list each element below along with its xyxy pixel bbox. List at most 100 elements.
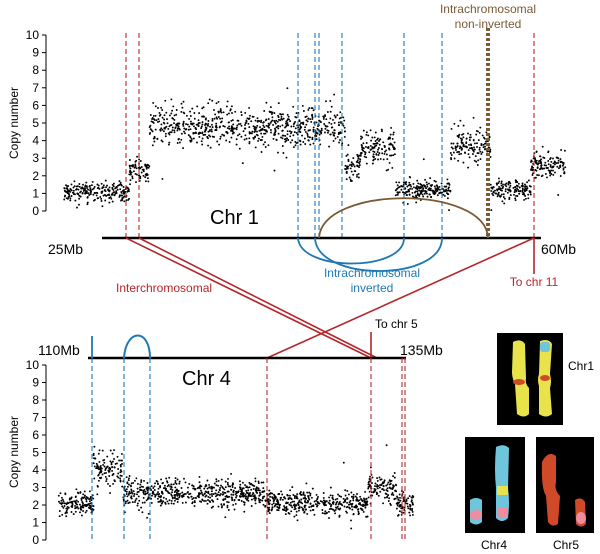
- chr1-data-point: [66, 187, 68, 190]
- chr1-data-point: [352, 157, 355, 160]
- chr1-data-point: [219, 110, 222, 113]
- chr4-data-point: [355, 505, 358, 508]
- chr4-data-point: [398, 501, 401, 504]
- chr1-data-point: [526, 187, 529, 190]
- chr1-data-point: [535, 151, 538, 153]
- chr1-data-point: [235, 138, 238, 141]
- chr1-data-point: [477, 152, 480, 155]
- chr4-data-point: [128, 475, 131, 477]
- chr1-data-point: [267, 118, 270, 120]
- chr1-data-point: [385, 169, 388, 172]
- chr4-data-point: [70, 501, 72, 504]
- chr1-ylabel: Copy number: [7, 87, 21, 159]
- chr1-data-point: [230, 127, 233, 130]
- chr1-data-point: [130, 164, 133, 167]
- chr1-data-point: [210, 128, 213, 131]
- chr1-data-point: [215, 102, 218, 105]
- chr1-data-point: [488, 151, 491, 153]
- chr4-data-point: [239, 488, 242, 491]
- chr1-data-point: [311, 136, 314, 139]
- chr4-data-point: [190, 495, 193, 498]
- chr4-data-point: [168, 476, 171, 479]
- chr4-data-point: [389, 504, 392, 506]
- chr1-data-point: [242, 130, 245, 133]
- chr1-data-point: [280, 136, 282, 139]
- chr4-data-point: [108, 475, 111, 477]
- chr1-data-points: [63, 87, 567, 212]
- chr4-data-point: [65, 507, 68, 510]
- chr1-data-point: [67, 197, 69, 200]
- chr1-data-point: [100, 200, 103, 202]
- chr1-data-point: [553, 163, 556, 166]
- chr4-data-point: [374, 489, 377, 492]
- chr1-data-point: [362, 142, 365, 145]
- chr1-data-point: [146, 163, 149, 166]
- chr1-data-point: [244, 127, 247, 130]
- chr4-data-point: [116, 455, 119, 458]
- chr1-data-point: [298, 139, 301, 142]
- chr4-data-point: [409, 514, 412, 517]
- chr4-data-point: [329, 486, 332, 489]
- chr4-data-point: [179, 492, 182, 495]
- chr1-data-point: [166, 122, 169, 125]
- chr1-data-point: [183, 127, 186, 130]
- chr1-data-point: [452, 151, 455, 154]
- chr4-data-point: [79, 491, 82, 494]
- chr1-data-point: [290, 130, 293, 133]
- chr1-data-point: [518, 192, 521, 195]
- chr1-data-point: [82, 189, 85, 192]
- chr4-data-point: [106, 455, 109, 458]
- chr1-data-point: [486, 150, 489, 153]
- chr1-data-point: [281, 137, 284, 140]
- chr1-data-point: [349, 178, 352, 181]
- chr4-data-point: [203, 487, 206, 490]
- chr1-data-point: [230, 136, 233, 139]
- chr1-data-point: [138, 158, 141, 161]
- chr1-data-point: [322, 117, 325, 120]
- chr1-data-point: [460, 152, 463, 155]
- chr4-data-point: [85, 509, 88, 512]
- chr4-data-point: [235, 494, 238, 497]
- chr4-data-point: [80, 499, 83, 501]
- chr4-data-point: [402, 498, 405, 501]
- chr4-data-point: [61, 505, 64, 508]
- chr1-data-point: [112, 182, 115, 185]
- chr1-data-point: [243, 138, 246, 141]
- chr4-data-point: [173, 499, 176, 502]
- chr1-data-point: [104, 190, 107, 193]
- chr4-data-point: [309, 494, 312, 497]
- chr4-data-point: [160, 495, 162, 498]
- chr1-data-point: [281, 118, 284, 121]
- chr1-data-point: [359, 158, 362, 161]
- chr1-data-point: [248, 126, 251, 129]
- chr4-data-point: [219, 486, 222, 489]
- chr4-data-point: [307, 497, 310, 499]
- chr1-data-point: [298, 128, 301, 131]
- chr1-data-point: [432, 189, 435, 192]
- chr1-data-point: [563, 172, 566, 175]
- chr4-end-label: 135Mb: [400, 342, 443, 358]
- chr1-data-point: [540, 162, 543, 165]
- chr1-data-point: [274, 130, 277, 133]
- chr1-data-point: [417, 185, 420, 188]
- chr4-data-point: [97, 467, 100, 470]
- chr4-data-point: [233, 498, 236, 501]
- chr1-data-point: [373, 142, 376, 145]
- chr1-data-point: [256, 134, 259, 137]
- chr1-data-point: [193, 117, 196, 120]
- chr1-data-point: [284, 140, 287, 143]
- chr1-data-point: [70, 183, 73, 186]
- chr4-data-point: [266, 506, 269, 509]
- chr1-tick-label: 9: [32, 46, 39, 60]
- chr4-data-point: [403, 506, 406, 509]
- chr1-data-point: [543, 167, 546, 170]
- chr1-data-point: [189, 110, 192, 113]
- chr1-data-point: [534, 176, 537, 179]
- chr1-data-point: [76, 193, 79, 195]
- chr4-data-point: [234, 487, 237, 489]
- chr1-data-point: [412, 186, 415, 189]
- chr4-data-point: [363, 501, 366, 504]
- chr4-data-point: [230, 493, 233, 496]
- chr1-data-point: [111, 186, 114, 189]
- chr1-data-point: [193, 125, 195, 128]
